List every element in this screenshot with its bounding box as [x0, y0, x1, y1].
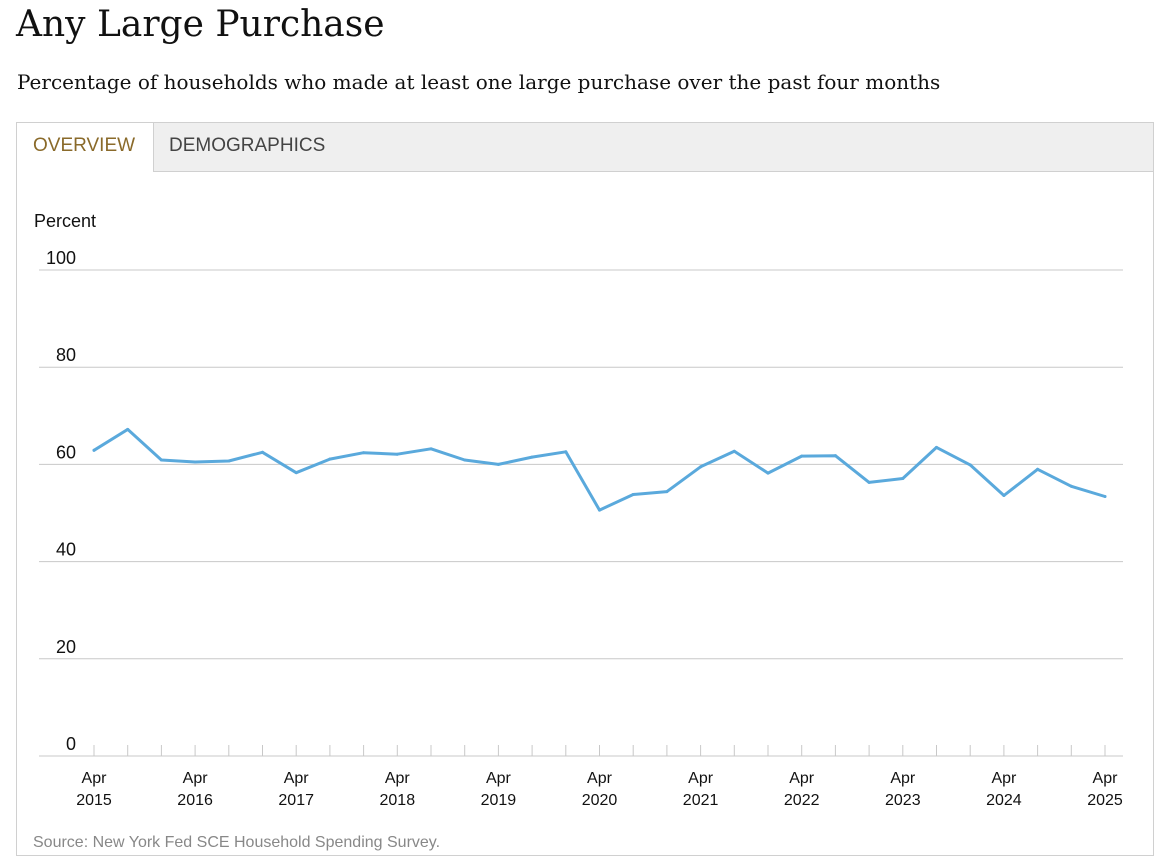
- data-point: [294, 471, 298, 475]
- x-tick-label: Apr 2019: [481, 770, 517, 809]
- data-point: [530, 455, 534, 459]
- y-tick-label: 80: [56, 345, 76, 365]
- series-layer: [92, 427, 1107, 512]
- page-title: Any Large Purchase: [16, 4, 385, 45]
- x-axis-ticks: [93, 745, 1106, 756]
- data-point: [968, 463, 972, 467]
- data-point: [901, 476, 905, 480]
- data-point: [800, 454, 804, 458]
- x-tick-label: Apr 2022: [784, 770, 820, 809]
- data-point: [126, 427, 130, 431]
- x-tick-label: Apr 2018: [380, 770, 416, 809]
- data-point: [193, 460, 197, 464]
- data-point: [1036, 467, 1040, 471]
- y-tick-label: 60: [56, 442, 76, 462]
- data-point: [598, 508, 601, 512]
- data-point: [92, 448, 96, 452]
- y-tick-labels: 0 20 40 60 80 100: [46, 248, 76, 754]
- x-tick-label: Apr 2016: [177, 770, 213, 809]
- data-point: [665, 490, 669, 494]
- data-point: [159, 458, 163, 462]
- tab-demographics[interactable]: DEMOGRAPHICS: [169, 135, 326, 156]
- page-subtitle: Percentage of households who made at lea…: [17, 70, 941, 94]
- data-point: [463, 458, 467, 462]
- data-point: [699, 465, 703, 469]
- data-point: [564, 450, 568, 454]
- data-point: [1002, 494, 1006, 498]
- data-point: [631, 493, 635, 497]
- x-tick-label: Apr 2020: [582, 770, 618, 809]
- data-point: [732, 449, 736, 453]
- data-point: [1069, 484, 1073, 488]
- data-point: [328, 457, 332, 461]
- data-point: [429, 447, 433, 451]
- series-line: [92, 427, 1107, 512]
- y-tick-label: 20: [56, 637, 76, 657]
- data-point: [496, 462, 500, 466]
- y-tick-label: 40: [56, 540, 76, 560]
- source-note: Source: New York Fed SCE Household Spend…: [33, 834, 441, 851]
- y-tick-label: 0: [66, 734, 76, 754]
- x-tick-label: Apr 2023: [885, 770, 921, 809]
- x-tick-label: Apr 2025: [1087, 770, 1123, 809]
- data-point: [362, 451, 366, 455]
- tab-bar: OVERVIEW DEMOGRAPHICS: [17, 123, 1153, 172]
- data-point: [261, 450, 264, 454]
- x-tick-label: Apr 2017: [278, 770, 314, 809]
- x-tick-label: Apr 2021: [683, 770, 719, 809]
- data-point: [1103, 494, 1107, 498]
- y-tick-label: 100: [46, 248, 76, 268]
- data-point: [867, 480, 871, 484]
- gridlines: [39, 269, 1123, 757]
- data-point: [227, 459, 231, 463]
- x-tick-label: Apr 2024: [986, 770, 1022, 809]
- tab-overview[interactable]: OVERVIEW: [17, 123, 154, 172]
- chart-panel: OVERVIEW DEMOGRAPHICS 0 20 40 60 80 100 Apr 20…: [16, 122, 1154, 856]
- x-tick-label: Apr 2015: [76, 770, 112, 809]
- data-point: [833, 454, 837, 458]
- x-tick-labels: Apr 2015 Apr 2016 Apr 2017 Apr 2018 Apr 2019 Apr 20…: [76, 770, 1123, 809]
- data-point: [766, 471, 770, 475]
- data-point: [395, 452, 399, 456]
- data-point: [935, 445, 938, 449]
- y-axis-label: Percent: [34, 211, 96, 231]
